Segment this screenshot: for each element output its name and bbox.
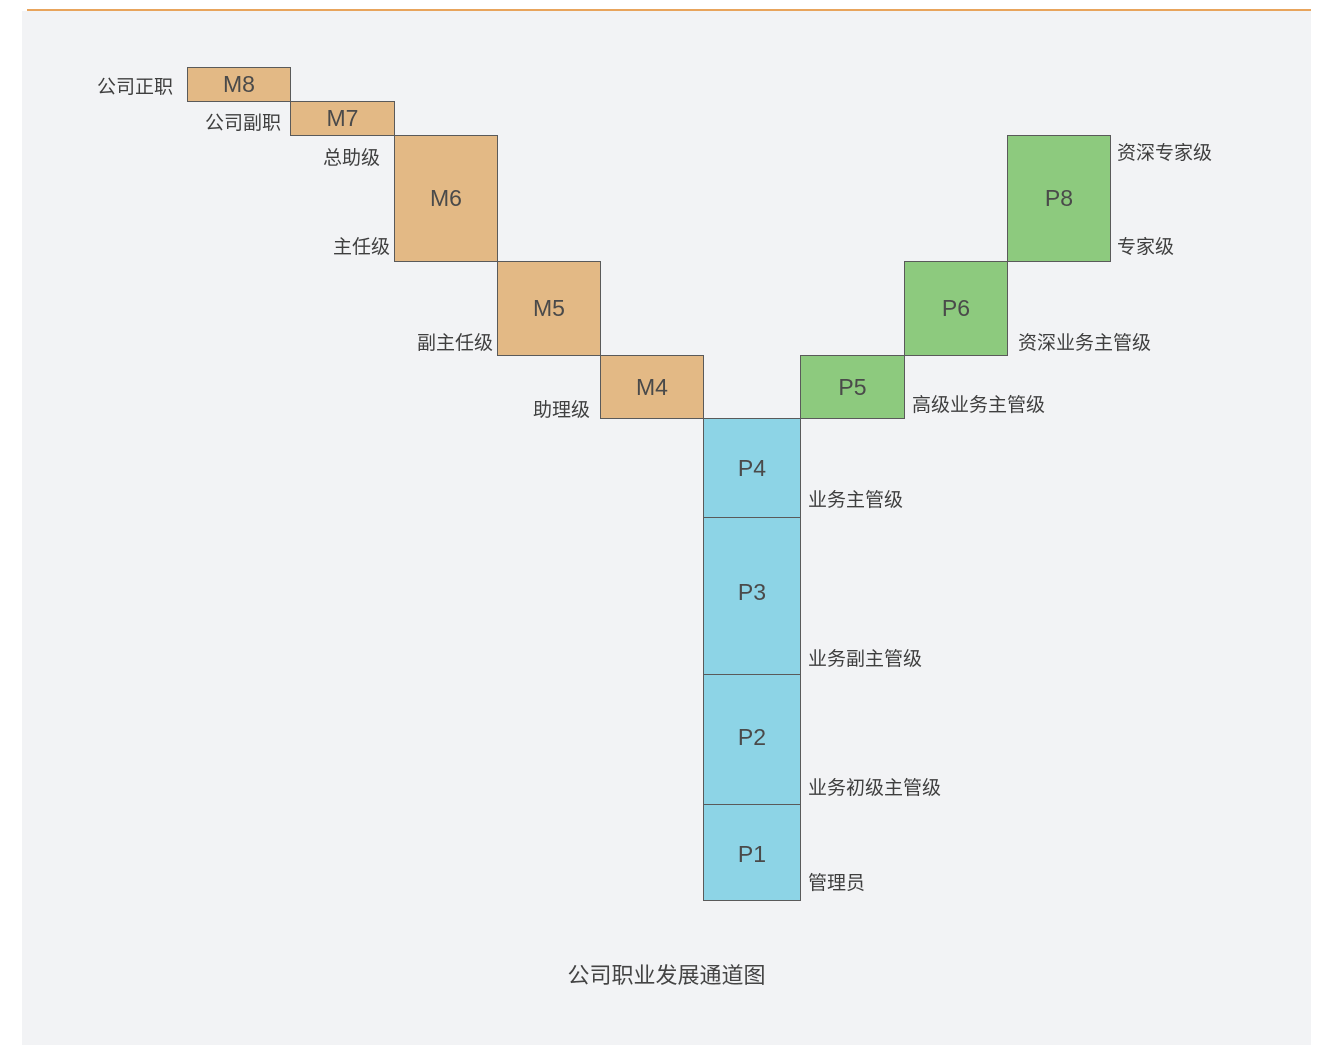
- level-box-p5: P5: [800, 355, 905, 419]
- level-label-m8: 公司正职: [96, 76, 173, 98]
- level-box-m8: M8: [187, 67, 291, 102]
- level-label-p5: 高级业务主管级: [912, 394, 1046, 416]
- top-accent-rule: [27, 9, 1311, 11]
- level-label-p6: 资深业务主管级: [1018, 332, 1152, 354]
- level-label-m5: 副主任级: [416, 332, 493, 354]
- level-box-m4: M4: [600, 355, 704, 419]
- level-label-m4: 助理级: [532, 399, 590, 421]
- diagram-panel: [22, 11, 1311, 1045]
- level-box-m7: M7: [290, 101, 395, 136]
- level-label-p8-lower: 专家级: [1117, 236, 1175, 258]
- level-box-p4: P4: [703, 418, 801, 518]
- level-label-p3: 业务副主管级: [808, 648, 923, 670]
- level-box-p1: P1: [703, 804, 801, 901]
- level-label-p2: 业务初级主管级: [808, 777, 942, 799]
- level-label-m6-upper: 总助级: [322, 147, 380, 169]
- level-label-p1: 管理员: [808, 872, 866, 894]
- level-box-p2: P2: [703, 674, 801, 805]
- level-box-m5: M5: [497, 261, 601, 356]
- level-label-m6-lower: 主任级: [332, 236, 390, 258]
- diagram-caption: 公司职业发展通道图: [567, 964, 766, 989]
- level-label-m7: 公司副职: [204, 112, 281, 134]
- level-label-p8-upper: 资深专家级: [1117, 142, 1213, 164]
- level-box-p6: P6: [904, 261, 1008, 356]
- level-box-p3: P3: [703, 517, 801, 675]
- level-box-p8: P8: [1007, 135, 1111, 262]
- level-label-p4: 业务主管级: [808, 489, 904, 511]
- level-box-m6: M6: [394, 135, 498, 262]
